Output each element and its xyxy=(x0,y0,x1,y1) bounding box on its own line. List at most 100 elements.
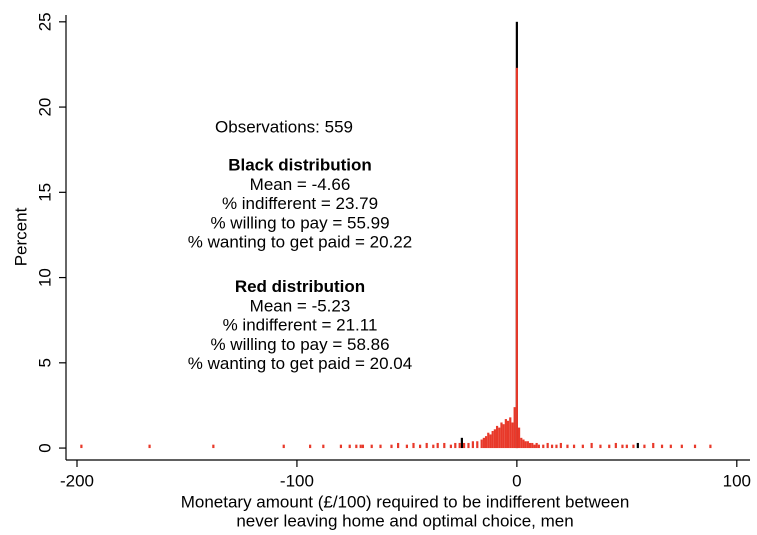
bar xyxy=(418,444,422,449)
bar xyxy=(458,442,461,449)
bar xyxy=(693,444,697,449)
bar xyxy=(625,444,628,449)
bar xyxy=(491,431,494,449)
bar xyxy=(572,444,576,449)
bar xyxy=(370,444,373,449)
annotation-heading: Red distribution xyxy=(235,277,365,296)
bar xyxy=(355,444,358,449)
bar xyxy=(522,439,525,449)
bar xyxy=(495,425,499,449)
annotation: % wanting to get paid = 20.22 xyxy=(188,233,412,252)
bar xyxy=(471,441,474,449)
y-axis-title: Percent xyxy=(11,207,30,266)
bar xyxy=(590,442,593,449)
bar xyxy=(436,442,439,449)
y-tick-label: 20 xyxy=(35,98,54,117)
bar xyxy=(614,442,617,449)
bar xyxy=(515,67,518,449)
bar xyxy=(632,444,635,449)
bar xyxy=(599,444,602,449)
bar xyxy=(550,444,554,449)
bar xyxy=(412,442,415,449)
bar xyxy=(339,444,343,449)
bar xyxy=(462,442,466,449)
bar xyxy=(546,442,549,449)
bar xyxy=(559,442,562,449)
bar xyxy=(361,444,365,449)
x-tick-label: 0 xyxy=(512,471,521,490)
bar xyxy=(509,417,512,449)
annotation: Observations: 559 xyxy=(215,117,353,136)
y-tick-label: 15 xyxy=(35,183,54,202)
bar xyxy=(467,442,470,449)
bar xyxy=(524,441,527,449)
annotation: % willing to pay = 58.86 xyxy=(210,335,389,354)
bar xyxy=(652,442,655,449)
bar xyxy=(432,444,435,449)
bar xyxy=(533,444,536,449)
y-tick-label: 0 xyxy=(35,443,54,452)
bar xyxy=(500,422,503,449)
bar xyxy=(425,442,428,449)
bar xyxy=(80,444,83,449)
bar xyxy=(669,444,672,449)
y-tick-label: 25 xyxy=(35,12,54,31)
bar xyxy=(517,427,521,449)
annotation: Mean = -5.23 xyxy=(250,296,351,315)
bar xyxy=(542,444,545,449)
bar xyxy=(482,437,485,449)
bar xyxy=(443,442,446,449)
bar xyxy=(528,442,532,449)
bar xyxy=(566,444,569,449)
bar xyxy=(643,444,646,449)
bar xyxy=(498,427,501,449)
bar xyxy=(322,444,325,449)
bar xyxy=(449,444,452,449)
annotation: % wanting to get paid = 20.04 xyxy=(188,354,412,373)
bar xyxy=(212,444,215,449)
bar xyxy=(359,444,362,449)
bar xyxy=(309,444,312,449)
bar xyxy=(520,437,523,449)
bar xyxy=(454,442,457,449)
bar xyxy=(511,422,514,449)
bar xyxy=(405,444,408,449)
bar xyxy=(513,407,516,449)
bar xyxy=(480,439,483,449)
bar xyxy=(555,444,558,449)
bar xyxy=(526,441,529,449)
bar xyxy=(348,444,351,449)
x-tick-label: -100 xyxy=(280,471,314,490)
bar xyxy=(680,444,683,449)
bar xyxy=(502,424,505,449)
bar xyxy=(636,442,639,449)
y-tick-label: 10 xyxy=(35,268,54,287)
bar xyxy=(506,420,510,449)
bar xyxy=(581,444,584,449)
annotation: % willing to pay = 55.99 xyxy=(210,213,389,232)
bar xyxy=(148,444,151,449)
bar xyxy=(660,444,664,449)
x-axis-title: Monetary amount (£/100) required to be i… xyxy=(181,492,630,511)
annotation: Mean = -4.66 xyxy=(250,175,351,194)
bar xyxy=(379,444,382,449)
bar xyxy=(476,441,479,449)
annotation: % indifferent = 23.79 xyxy=(222,194,378,213)
bar xyxy=(390,444,393,449)
bar xyxy=(504,419,507,449)
bar xyxy=(487,432,490,449)
bar xyxy=(709,444,712,449)
bar xyxy=(397,442,400,449)
bar xyxy=(535,442,538,449)
bar xyxy=(282,444,285,449)
bar xyxy=(621,444,624,449)
bar xyxy=(608,444,611,449)
bar xyxy=(537,444,540,449)
bar xyxy=(489,434,492,449)
x-tick-label: 100 xyxy=(723,471,751,490)
bar xyxy=(531,442,534,449)
x-tick-label: -200 xyxy=(60,471,94,490)
y-tick-label: 5 xyxy=(35,358,54,367)
